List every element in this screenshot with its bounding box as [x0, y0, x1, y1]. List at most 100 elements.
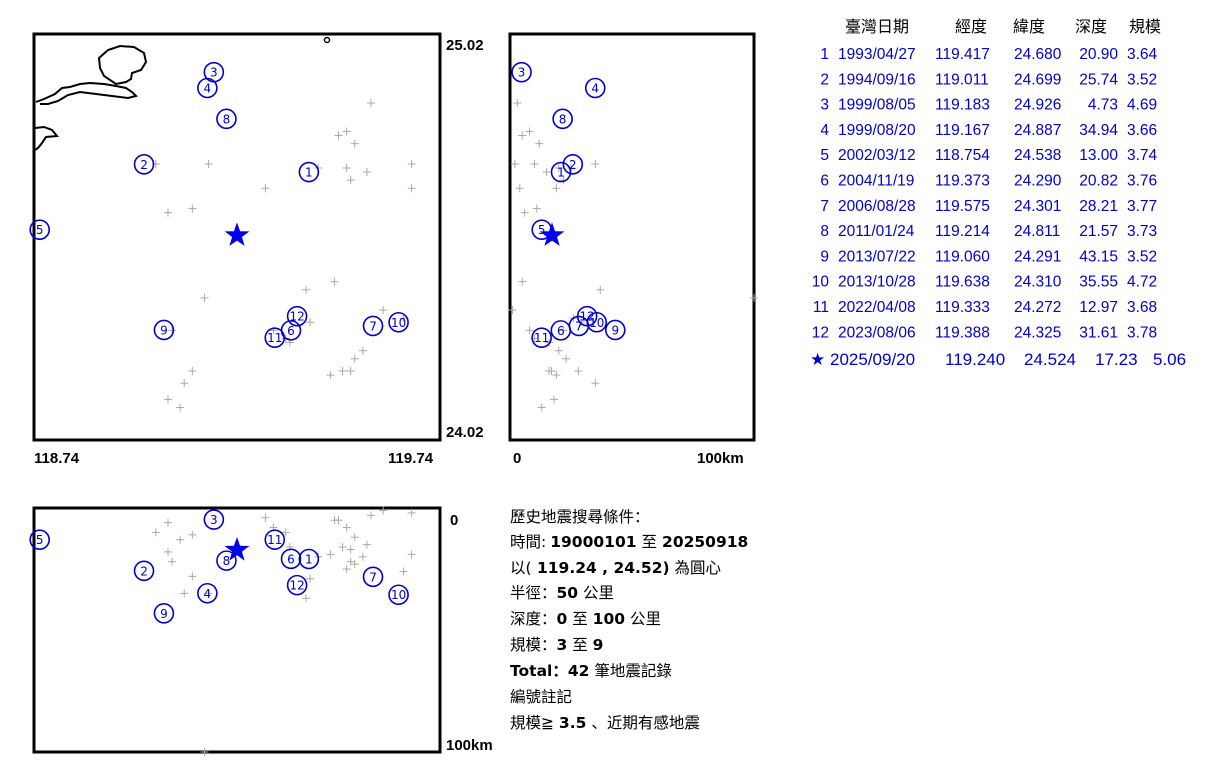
lon-star-icon — [224, 537, 250, 561]
map-event-5: 5 — [29, 219, 50, 240]
map-bg-event — [188, 204, 197, 213]
lon-bg-event — [407, 550, 416, 559]
map-bg-event — [338, 366, 347, 375]
lat-event-12-label: 12 — [579, 310, 594, 324]
lat-bg-event — [515, 184, 524, 193]
map-event-9: 9 — [153, 319, 175, 341]
cell-depth: 13.00 — [1079, 147, 1118, 164]
lat-event-8-label: 8 — [559, 112, 567, 126]
map-event-3-label: 3 — [210, 66, 218, 80]
current-event-row: ★ 2025/09/20 119.240 24.524 17.23 5.06 — [810, 350, 1186, 369]
map-event-11-label: 11 — [267, 331, 282, 345]
lat-event-1-label: 1 — [557, 166, 565, 180]
lon-event-10: 10 — [388, 584, 409, 606]
lon-event-8-label: 8 — [223, 554, 231, 568]
table-row: 5 2002/03/12 118.754 24.538 13.00 3.74 — [820, 147, 1157, 164]
lon-event-6-label: 6 — [287, 552, 295, 566]
map-bg-event — [342, 127, 351, 136]
lon-left-label: 118.74 — [34, 450, 80, 467]
lat-event-11: 11 — [531, 327, 552, 348]
cell-date: 2023/08/06 — [838, 324, 916, 341]
table-row: 9 2013/07/22 119.060 24.291 43.15 3.52 — [820, 248, 1157, 265]
lat-bg-event — [525, 127, 534, 136]
lon-event-7: 7 — [362, 566, 384, 588]
cell-depth: 20.82 — [1079, 173, 1118, 190]
map-bg-event — [407, 159, 416, 168]
lat-event-2-label: 2 — [569, 158, 577, 172]
map-event-2: 2 — [133, 154, 155, 175]
cell-mag: 3.52 — [1127, 71, 1157, 88]
lat-event-6-label: 6 — [557, 324, 565, 338]
cell-date: 2013/10/28 — [838, 274, 916, 291]
lon-event-3-label: 3 — [210, 513, 218, 527]
lat-bg-event — [525, 326, 534, 335]
lon-bg-event — [204, 589, 213, 598]
header-depth: 深度 — [1075, 17, 1107, 36]
lon-event-2-label: 2 — [140, 564, 148, 578]
cell-no: 12 — [812, 324, 829, 341]
map-bg-event — [399, 314, 408, 323]
event-table: 臺灣日期 經度 緯度 深度 規模 1 1993/04/27 119.417 24.68… — [810, 17, 1186, 369]
lat-section-current-event — [539, 222, 565, 246]
cell-date: 2022/04/08 — [838, 299, 916, 316]
header-lat: 緯度 — [1013, 17, 1045, 36]
lat-star-icon — [539, 222, 565, 246]
coastline-west — [34, 125, 59, 151]
lat-bg-event — [549, 395, 558, 404]
lon-bg-event — [399, 567, 408, 576]
lat-bg-event — [530, 159, 539, 168]
cell-no: 10 — [812, 274, 830, 291]
cell-lon: 119.060 — [935, 248, 990, 265]
lat-event-7-label: 7 — [575, 319, 583, 333]
lat-event-3-label: 3 — [518, 66, 526, 80]
lat-event-9: 9 — [604, 319, 626, 341]
cell-no: 8 — [820, 223, 829, 240]
cell-no: 5 — [820, 147, 829, 164]
cell-lon: 119.214 — [935, 223, 990, 240]
lon-bg-event — [350, 560, 359, 569]
cell-mag: 3.66 — [1127, 122, 1157, 139]
lat-section-max-label: 100km — [697, 450, 744, 467]
lon-bg-event — [346, 557, 355, 566]
lat-bg-event — [554, 346, 563, 355]
cell-no: 4 — [820, 122, 829, 139]
cell-lon: 119.575 — [935, 198, 990, 215]
map-bg-event — [302, 285, 311, 294]
cell-lon: 119.638 — [935, 274, 990, 291]
cell-lat: 24.699 — [1014, 71, 1061, 88]
map-bg-event — [407, 184, 416, 193]
cell-depth: 31.61 — [1079, 324, 1118, 341]
lon-section-zero-label: 0 — [450, 512, 458, 529]
lat-section-zero-label: 0 — [513, 450, 521, 467]
lat-bg-event — [520, 208, 529, 217]
search-center: 以( 119.24 , 24.52) 為圓心 — [510, 559, 721, 577]
table-row: 11 2022/04/08 119.333 24.272 12.97 3.68 — [813, 299, 1157, 316]
cell-depth: 43.15 — [1079, 248, 1118, 265]
lon-bg-event — [366, 511, 375, 520]
map-bg-event — [346, 176, 355, 185]
table-row: 7 2006/08/28 119.575 24.301 28.21 3.77 — [820, 198, 1157, 215]
lon-bg-event — [200, 748, 209, 756]
map-bg-event — [334, 131, 343, 140]
map-bg-event — [188, 366, 197, 375]
lat-bg-event — [532, 204, 541, 213]
lon-bg-event — [342, 565, 351, 573]
cell-lat: 24.680 — [1014, 46, 1062, 63]
map-bg-event — [342, 163, 351, 172]
cell-mag: 3.73 — [1127, 223, 1157, 240]
map-event-7: 7 — [362, 315, 384, 337]
header-date: 臺灣日期 — [845, 17, 909, 36]
map-event-12-label: 12 — [289, 310, 304, 324]
cell-lat: 24.272 — [1014, 299, 1061, 316]
lat-event-8: 8 — [552, 108, 573, 130]
map-background-events — [151, 99, 416, 412]
cell-date: 2006/08/28 — [838, 198, 916, 215]
table-row: 10 2013/10/28 119.638 24.310 35.55 4.72 — [812, 274, 1157, 291]
lat-bg-event — [535, 139, 544, 148]
map-current-event — [224, 222, 250, 246]
map-event-1: 1 — [298, 161, 320, 183]
lat-bg-event — [559, 326, 568, 335]
coastline — [35, 44, 148, 105]
